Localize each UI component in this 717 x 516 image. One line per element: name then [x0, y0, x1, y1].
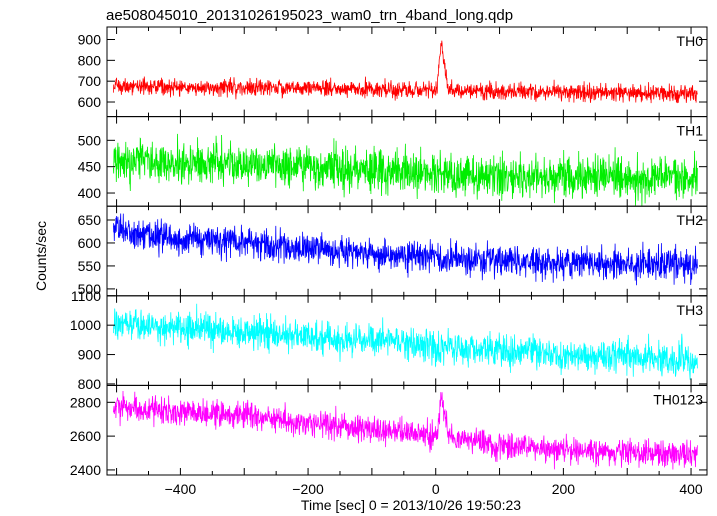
y-tick-label: 800: [78, 376, 102, 392]
y-tick-label: 2800: [70, 394, 101, 410]
light-curve-th3: [113, 303, 698, 380]
y-tick-label: 500: [78, 281, 102, 297]
y-tick-label: 700: [78, 73, 102, 89]
panel-th3: 800 900 1000 1100 TH3: [70, 288, 708, 392]
panel-frame: [106, 26, 708, 118]
light-curve-th1: [113, 133, 698, 207]
y-tick-label: 500: [78, 132, 102, 148]
light-curve-th0123: [113, 390, 698, 470]
y-tick-label: 900: [78, 347, 102, 363]
y-tick-label: 650: [78, 212, 102, 228]
band-label: TH0123: [653, 391, 703, 407]
chart-title: ae508045010_20131026195023_wam0_trn_4ban…: [106, 7, 513, 24]
y-tick-label: 450: [78, 159, 102, 175]
light-curve-th0: [113, 40, 698, 104]
x-tick-label: −400: [165, 481, 197, 497]
panel-th0123: 2400 2600 2800 TH0123: [70, 384, 708, 478]
panel-th2: 500 550 600 650 TH2: [78, 205, 708, 297]
light-curve-th2: [113, 213, 698, 286]
y-tick-label: 600: [78, 94, 102, 110]
x-axis-label: Time [sec] 0 = 2013/10/26 19:50:23: [301, 497, 521, 513]
y-tick-label: 400: [78, 185, 102, 201]
y-tick-label: 2400: [70, 462, 101, 478]
panel-th1: 400 450 500 TH1: [78, 116, 708, 207]
x-tick-label: 400: [679, 481, 703, 497]
panel-frame: [106, 384, 708, 476]
x-tick-label: 200: [552, 481, 576, 497]
band-label: TH2: [677, 212, 704, 228]
panel-th0: 600 700 800 900 TH0: [78, 26, 708, 118]
y-tick-label: 2600: [70, 428, 101, 444]
plot-panels: 600 700 800 900 TH0 400 450 500 TH1 500 550 600 650 T…: [70, 26, 708, 497]
y-tick-label: 1100: [71, 288, 101, 304]
y-tick-label: 550: [78, 258, 102, 274]
x-tick-label: 0: [432, 481, 440, 497]
y-axis-label: Counts/sec: [33, 221, 49, 291]
y-tick-label: 1000: [70, 317, 101, 333]
panel-frame: [106, 205, 708, 297]
band-label: TH1: [677, 123, 704, 139]
band-label: TH0: [677, 33, 704, 49]
y-tick-label: 900: [78, 32, 102, 48]
x-tick-label: −200: [292, 481, 324, 497]
band-label: TH3: [677, 302, 704, 318]
y-tick-label: 600: [78, 235, 102, 251]
y-tick-label: 800: [78, 52, 102, 68]
